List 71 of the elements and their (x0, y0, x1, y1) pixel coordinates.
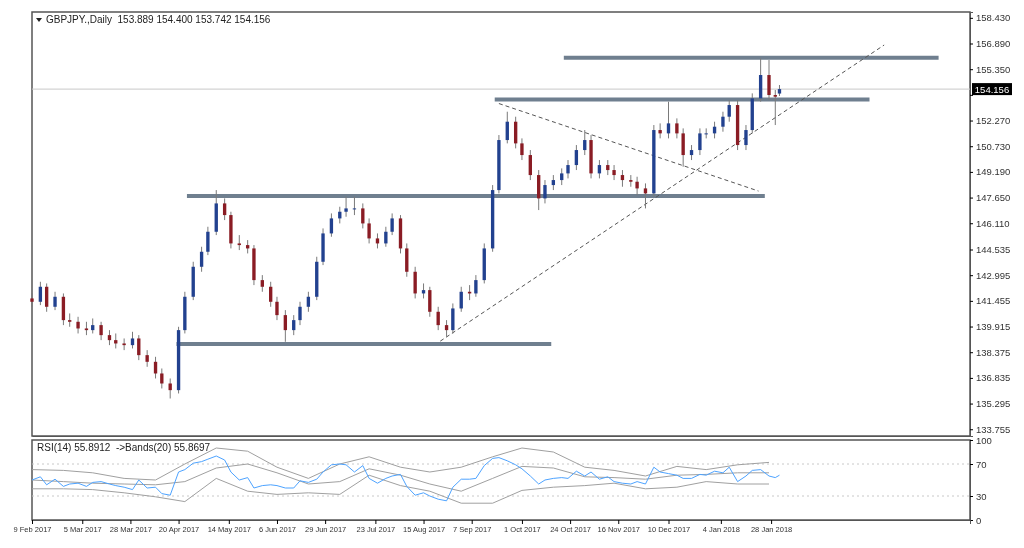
candlestick (413, 266, 417, 299)
candlestick (451, 302, 455, 334)
candlestick (44, 282, 49, 313)
candlestick (675, 117, 679, 139)
candlestick (122, 337, 126, 351)
y-tick-label: 138.375 (976, 346, 1011, 358)
candlestick (361, 202, 365, 229)
candlestick (206, 226, 210, 256)
candlestick (474, 274, 478, 298)
candlestick (744, 124, 748, 151)
ref-line-label: 154.156 (974, 83, 1010, 95)
candlestick (773, 89, 777, 126)
candlestick (269, 281, 273, 308)
candlestick (344, 196, 348, 218)
line-series (31, 474, 770, 504)
candlestick (390, 212, 394, 236)
y-tick-label: 142.995 (976, 269, 1011, 281)
candlestick (727, 99, 731, 123)
candlestick (574, 144, 579, 171)
y-tick-label: 136.835 (976, 372, 1011, 384)
candlestick (38, 281, 43, 306)
candlestick (721, 111, 725, 133)
candlestick (222, 197, 227, 221)
candlestick (681, 127, 685, 168)
candlestick (704, 127, 708, 139)
candlestick (528, 149, 532, 181)
y-tick-label: 0 (976, 514, 982, 526)
y-tick-label: 30 (976, 490, 987, 502)
line-series (31, 463, 770, 492)
candlestick (68, 312, 72, 328)
chart-title: RSI(14) 55.8912 ->Bands(20) 55.8697 (37, 442, 211, 453)
candlestick (566, 159, 570, 179)
candlestick (384, 226, 388, 248)
candlestick (428, 286, 432, 318)
candlestick (199, 246, 204, 273)
candlestick (612, 164, 616, 181)
y-tick-label: 133.755 (976, 423, 1011, 435)
candlestick (367, 217, 371, 244)
y-tick-label: 155.350 (976, 63, 1011, 75)
y-tick-label: 141.455 (976, 295, 1011, 307)
candlestick (520, 137, 524, 161)
y-tick-label: 156.890 (976, 38, 1011, 50)
candlestick (405, 242, 409, 278)
candlestick (543, 179, 547, 204)
y-tick-label: 139.915 (976, 321, 1011, 333)
candlestick (658, 122, 662, 139)
y-tick-label: 149.190 (976, 166, 1011, 178)
y-tick-label: 147.650 (976, 192, 1011, 204)
candlestick (283, 309, 288, 343)
candlestick (329, 212, 334, 238)
y-tick-label: 144.535 (976, 244, 1011, 256)
candlestick (698, 127, 702, 156)
candlestick (635, 176, 639, 196)
candlestick (767, 59, 771, 101)
y-tick-label: 158.430 (976, 12, 1011, 24)
y-tick-label: 146.110 (976, 217, 1010, 229)
chart-title: GBPJPY.,Daily 153.889 154.400 153.742 154.156 (46, 14, 271, 25)
y-tick-label: 135.295 (976, 398, 1011, 410)
candlestick (53, 291, 57, 311)
candlestick (137, 334, 141, 361)
candlestick (275, 296, 279, 321)
line-series (31, 455, 780, 502)
candlestick (352, 196, 357, 216)
y-tick-label: 100 (976, 434, 992, 446)
candlestick (168, 377, 172, 399)
candlestick (99, 321, 103, 341)
candlestick (76, 316, 80, 334)
candlestick (298, 301, 302, 326)
y-tick-label: 150.730 (976, 140, 1011, 152)
y-tick-label: 70 (976, 458, 987, 470)
y-tick-label: 152.270 (976, 115, 1011, 127)
